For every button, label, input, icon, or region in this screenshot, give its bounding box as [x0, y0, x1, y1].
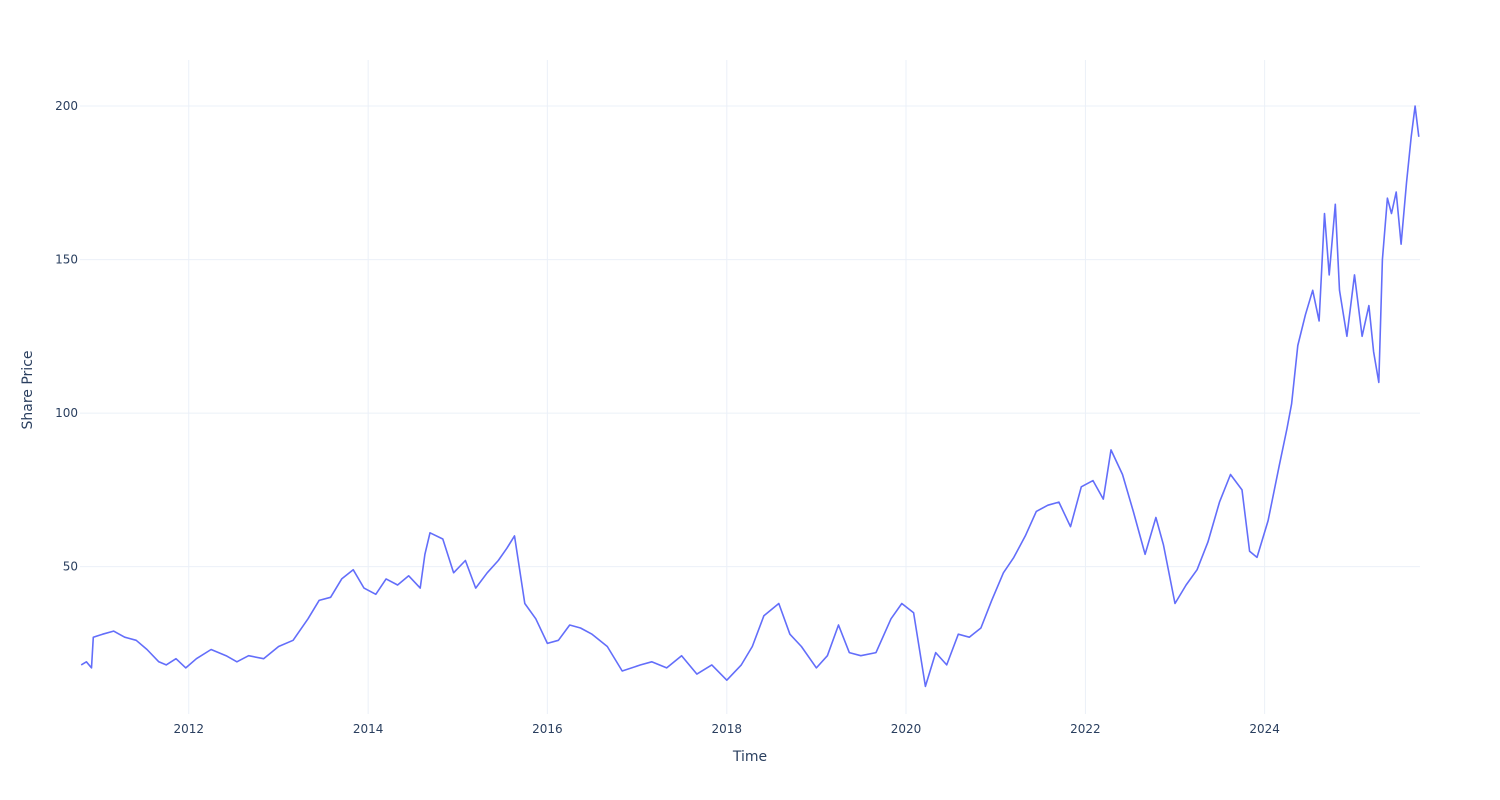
x-tick-label: 2022 — [1070, 722, 1101, 736]
y-axis-title: Share Price — [20, 350, 36, 429]
x-tick-label: 2024 — [1249, 722, 1280, 736]
grid-lines — [80, 60, 1420, 714]
x-tick-label: 2018 — [712, 722, 743, 736]
y-tick-label: 150 — [55, 253, 78, 267]
y-tick-label: 200 — [55, 99, 78, 113]
x-tick-label: 2012 — [173, 722, 204, 736]
series-group — [80, 105, 1420, 688]
x-axis-title: Time — [732, 749, 767, 765]
x-tick-label: 2014 — [353, 722, 384, 736]
x-tick-label: 2016 — [532, 722, 563, 736]
y-tick-label: 50 — [63, 560, 78, 574]
tick-labels: 2012 2014 2016 2018 2020 2022 2024 50 100 150 200 — [55, 99, 1280, 736]
series-line — [80, 105, 1420, 688]
x-tick-label: 2020 — [891, 722, 922, 736]
y-tick-label: 100 — [55, 406, 78, 420]
